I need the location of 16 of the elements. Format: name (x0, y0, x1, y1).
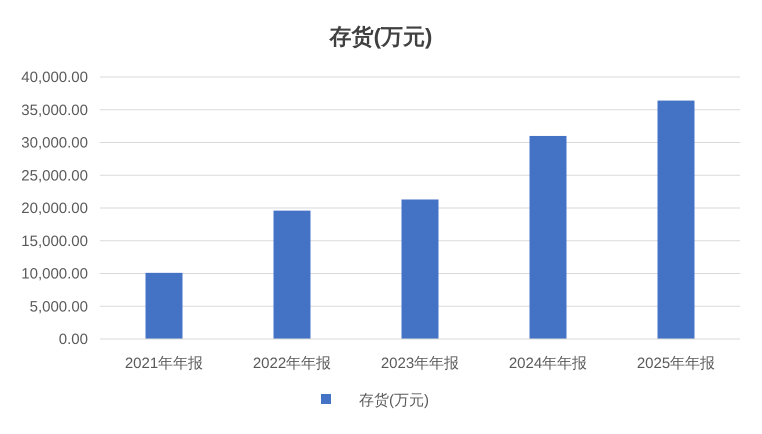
y-tick-label: 15,000.00 (21, 232, 88, 250)
legend-label: 存货(万元) (359, 392, 429, 409)
y-tick-label: 5,000.00 (30, 298, 88, 316)
y-tick-label: 25,000.00 (21, 167, 88, 184)
x-tick-label: 2021年年报 (124, 355, 204, 372)
x-tick-label: 2024年年报 (508, 355, 588, 372)
y-tick-label: 35,000.00 (21, 102, 88, 119)
y-tick-label: 40,000.00 (21, 69, 88, 86)
x-tick-label: 2023年年报 (380, 355, 460, 372)
y-tick-label: 10,000.00 (21, 266, 88, 282)
y-tick-label: 0.00 (58, 331, 88, 348)
y-tick-label: 30,000.00 (21, 134, 88, 152)
x-tick-label: 2025年年报 (636, 355, 716, 372)
title: 存货(万元) (330, 24, 432, 49)
y-tick-label: 20,000.00 (21, 200, 88, 217)
x-tick-label: 2022年年报 (252, 355, 332, 372)
